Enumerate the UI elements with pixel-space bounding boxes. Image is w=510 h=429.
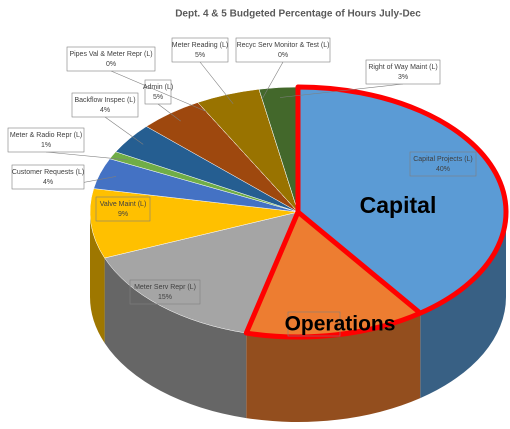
value-label: 15% <box>158 294 172 301</box>
value-label: 1% <box>41 142 51 149</box>
leader-line <box>261 61 284 100</box>
leader-line <box>104 116 144 145</box>
slice-label: Pipes Val & Meter Repr (L) <box>69 51 152 58</box>
annotation: Operations <box>285 313 396 336</box>
value-label: 9% <box>118 211 128 218</box>
slice-side <box>104 258 247 419</box>
value-label: 4% <box>43 179 53 186</box>
label-box <box>71 92 139 118</box>
label-box <box>66 46 156 72</box>
slice-label: Meter Serv Repr (L) <box>134 284 196 291</box>
label-box <box>144 79 172 105</box>
label-box <box>129 279 201 305</box>
label-box <box>95 196 151 222</box>
label-box <box>235 37 331 63</box>
value-label: 0% <box>278 52 288 59</box>
slice-label: Meter & Radio Repr (L) <box>10 132 82 139</box>
slice-side <box>90 212 105 344</box>
chart-title: Dept. 4 & 5 Budgeted Percentage of Hours… <box>175 9 421 20</box>
value-label: 3% <box>398 74 408 81</box>
leader-line <box>199 61 234 104</box>
value-label: 5% <box>195 52 205 59</box>
slice-label: Valve Maint (L) <box>100 201 147 208</box>
leader-line <box>157 103 181 122</box>
annotation: Capital <box>360 192 437 218</box>
label-box <box>409 151 477 177</box>
label-box <box>171 37 229 63</box>
leader-line <box>279 83 404 98</box>
slice <box>104 211 299 334</box>
value-label: 5% <box>153 94 163 101</box>
label-box <box>7 127 85 153</box>
leader-line <box>45 151 128 161</box>
label-box <box>287 311 341 337</box>
slice-label: Backflow Inspec (L) <box>74 97 135 104</box>
slice-side <box>246 313 421 423</box>
label-box <box>365 59 441 85</box>
highlight-outline <box>243 84 509 340</box>
label-box <box>11 164 85 190</box>
slice-label: Meter Reading (L) <box>172 42 228 49</box>
value-label: 4% <box>100 107 110 114</box>
leader-line <box>110 70 206 112</box>
slice-side <box>420 212 506 399</box>
slice <box>89 188 299 259</box>
slice-label: Recyc Serv Monitor & Test (L) <box>237 42 330 49</box>
slice-label: Right of Way Maint (L) <box>368 64 437 71</box>
value-label: 0% <box>106 61 116 68</box>
slice-label: Capital Projects (L) <box>413 156 473 163</box>
value-label: 40% <box>436 166 450 173</box>
slice-label: Customer Requests (L) <box>12 169 84 176</box>
slice-label: Admin (L) <box>143 84 173 91</box>
